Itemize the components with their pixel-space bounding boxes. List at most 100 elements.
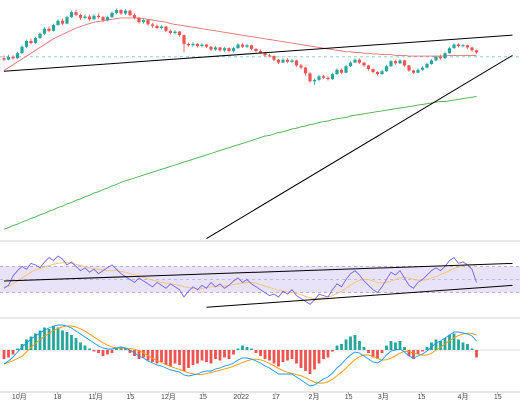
candle	[398, 58, 402, 65]
candle-body	[65, 17, 69, 24]
macd-histogram-bar	[475, 350, 478, 358]
macd-histogram-bar	[407, 350, 411, 356]
macd-histogram-bar	[286, 350, 289, 361]
macd-histogram-bar	[322, 350, 325, 359]
candle-body	[24, 40, 29, 47]
candle-body	[344, 66, 348, 73]
candle-body	[128, 10, 132, 15]
candle	[69, 10, 74, 18]
candle-body	[249, 45, 254, 49]
candle-body	[474, 50, 479, 53]
candle-body	[177, 31, 182, 36]
candle	[119, 9, 123, 15]
candle-body	[204, 44, 209, 47]
candle-body	[303, 67, 308, 74]
candle	[312, 78, 317, 85]
candle	[294, 59, 299, 67]
macd-histogram-bar	[97, 350, 100, 353]
macd-histogram-bar	[214, 350, 217, 359]
macd-histogram-bar	[160, 350, 163, 362]
macd-histogram-bar	[236, 348, 240, 350]
candle-body	[366, 65, 371, 70]
macd-histogram-bar	[205, 350, 208, 362]
macd-histogram-bar	[376, 350, 379, 359]
candle	[204, 43, 209, 49]
candle	[357, 58, 362, 65]
macd-histogram-bar	[164, 350, 168, 365]
candle	[245, 43, 249, 49]
candle-body	[267, 55, 272, 57]
macd-histogram-bar	[277, 350, 280, 367]
candle-body	[276, 59, 281, 63]
oscillator-trendline	[3, 262, 513, 282]
candle-body	[191, 43, 195, 46]
macd-histogram-bar	[187, 350, 190, 368]
macd-panel	[0, 324, 520, 387]
macd-histogram-bar	[155, 350, 159, 364]
candle	[128, 9, 132, 17]
candle	[330, 72, 335, 80]
candle	[123, 9, 128, 15]
candle	[141, 18, 146, 24]
candle	[375, 71, 380, 76]
candle-body	[141, 20, 146, 23]
candle-body	[15, 53, 20, 59]
macd-histogram-bar	[115, 348, 118, 350]
macd-line	[3, 324, 477, 387]
macd-histogram-bar	[106, 350, 109, 355]
macd-histogram-bar	[34, 333, 37, 350]
candle	[389, 59, 393, 67]
candle-body	[317, 76, 321, 80]
candle-body	[353, 59, 357, 63]
macd-histogram-bar	[317, 350, 321, 364]
macd-histogram-bar	[268, 350, 271, 361]
macd-histogram-bar	[92, 350, 96, 352]
candle-body	[119, 9, 123, 14]
candle	[470, 46, 474, 52]
candle	[200, 43, 204, 48]
candle-body	[402, 60, 407, 66]
candle-body	[164, 26, 168, 31]
time-axis-label: 18	[54, 394, 62, 400]
candle-body	[443, 53, 447, 59]
candle-body	[74, 12, 78, 15]
macd-histogram-bar	[142, 350, 145, 358]
candle	[344, 64, 348, 74]
candle	[249, 44, 254, 51]
candle-body	[11, 56, 15, 59]
candle	[101, 15, 105, 23]
candle	[456, 43, 461, 48]
candle-body	[308, 73, 312, 82]
candle	[186, 42, 191, 47]
candle	[438, 54, 443, 60]
candle	[60, 18, 65, 26]
candle	[56, 19, 60, 26]
candle	[213, 45, 218, 52]
time-axis-label: 2022	[233, 394, 249, 400]
macd-histogram-bar	[434, 339, 438, 350]
time-axis-label: 2月	[309, 393, 320, 400]
candle-body	[425, 64, 429, 68]
candle	[348, 61, 353, 67]
candle-body	[200, 44, 204, 46]
candle	[285, 58, 290, 64]
candle-body	[416, 69, 420, 73]
candle	[29, 38, 33, 45]
candle	[402, 59, 407, 67]
candle-body	[155, 25, 159, 28]
macd-histogram-bar	[38, 330, 42, 350]
candle	[159, 25, 164, 30]
candle-body	[420, 67, 425, 70]
candle	[222, 46, 227, 52]
candle	[164, 25, 168, 33]
candle	[20, 45, 24, 54]
candle	[326, 76, 330, 81]
candle	[276, 58, 281, 65]
candle	[87, 14, 92, 21]
candle	[281, 58, 285, 64]
macd-histogram-bar	[16, 348, 19, 350]
candle	[371, 68, 375, 74]
candle	[272, 55, 276, 62]
candle-body	[389, 61, 393, 67]
